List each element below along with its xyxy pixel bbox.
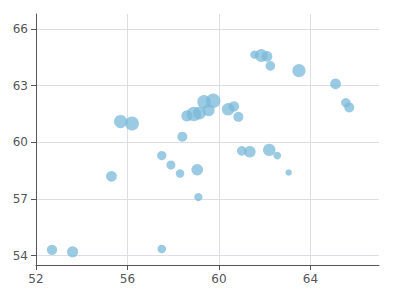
svg-text:56: 56 <box>120 272 135 286</box>
svg-text:57: 57 <box>13 192 28 206</box>
svg-text:64: 64 <box>303 272 318 286</box>
svg-text:66: 66 <box>13 22 28 36</box>
svg-text:54: 54 <box>13 249 28 263</box>
svg-text:63: 63 <box>13 79 28 93</box>
svg-text:60: 60 <box>211 272 226 286</box>
svg-text:60: 60 <box>13 135 28 149</box>
svg-text:52: 52 <box>28 272 43 286</box>
